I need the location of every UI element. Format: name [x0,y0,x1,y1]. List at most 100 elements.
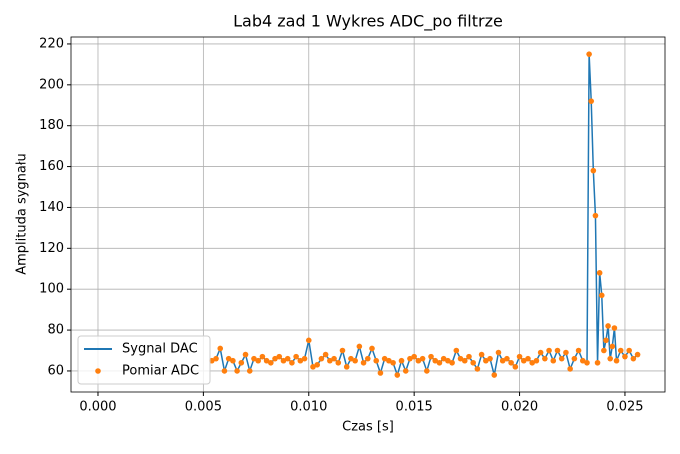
data-point [617,347,624,354]
data-point [301,355,308,362]
data-point [242,351,249,358]
data-point [230,357,236,364]
data-point [466,353,472,360]
data-point [440,355,447,362]
data-point [259,353,266,360]
y-tick-label: 160 [39,159,64,174]
data-point [398,357,405,364]
data-point [415,357,422,364]
data-point [558,355,565,362]
data-point [607,355,613,362]
data-point [634,351,641,358]
data-point [411,353,417,360]
data-point [499,357,506,364]
data-point [622,353,628,360]
data-line [211,54,639,378]
data-point [588,98,595,104]
data-point [318,355,325,362]
data-point [377,370,384,376]
data-point [293,353,299,360]
data-point [369,345,375,352]
data-point [590,167,597,174]
data-point [445,357,451,364]
data-point [419,355,426,362]
data-point [360,359,367,366]
data-point [331,355,337,362]
data-point [225,355,232,362]
data-point [537,349,544,356]
data-point [470,359,476,366]
data-point [390,359,396,366]
data-point [428,353,434,360]
data-point [272,355,278,362]
data-point [364,355,371,362]
data-point [276,353,283,360]
data-point [348,355,354,362]
data-point [217,345,224,352]
y-tick-label: 140 [39,200,64,215]
data-point [546,347,552,354]
data-point [457,355,464,362]
data-point [255,357,261,364]
data-point [613,357,620,364]
data-point [221,368,228,374]
chart-title: Lab4 zad 1 Wykres ADC_po filtrze [233,12,503,32]
data-point [432,357,439,364]
data-point [491,372,498,378]
y-tick-label: 100 [39,282,64,297]
y-tick-label: 220 [39,36,64,51]
data-point [407,355,413,362]
data-point [575,347,582,354]
data-point [335,359,342,366]
x-tick-label: 0.000 [79,400,116,415]
x-tick-label: 0.005 [185,400,222,415]
y-tick-label: 120 [39,241,64,256]
data-point [525,355,531,362]
data-point [630,355,637,362]
data-point [251,355,257,362]
data-point [550,357,557,364]
data-point [246,368,253,374]
data-point [586,51,592,57]
y-tick-label: 60 [47,363,64,378]
data-point [571,355,578,362]
data-point [263,357,270,364]
data-point [213,355,219,362]
data-point [554,347,561,354]
data-point [327,357,333,364]
data-point [611,325,618,331]
data-point [601,347,607,354]
y-tick-label: 180 [39,118,64,133]
data-point [424,368,430,374]
data-point [453,347,460,354]
x-axis-label: Czas [s] [342,420,394,435]
data-point [474,366,481,372]
data-point [322,351,329,358]
data-point [268,359,274,366]
data-point [343,364,350,370]
legend-label: Sygnal DAC [122,342,198,357]
x-tick-label: 0.010 [290,400,327,415]
data-point [478,351,485,358]
data-point [436,359,443,366]
data-point [533,357,540,364]
data-point [339,347,346,354]
data-point [520,357,527,364]
data-point [508,359,514,366]
data-point [461,357,468,364]
data-point [284,355,291,362]
data-point [594,359,601,366]
data-point [297,357,304,364]
y-tick-label: 200 [39,77,64,92]
data-point [584,359,590,366]
data-point [449,359,455,366]
data-point [314,362,321,368]
data-point [487,355,493,362]
data-point [289,359,295,366]
data-point [542,355,548,362]
data-point [483,357,489,364]
data-point [512,364,519,370]
data-point [516,353,523,360]
data-point [609,343,616,350]
